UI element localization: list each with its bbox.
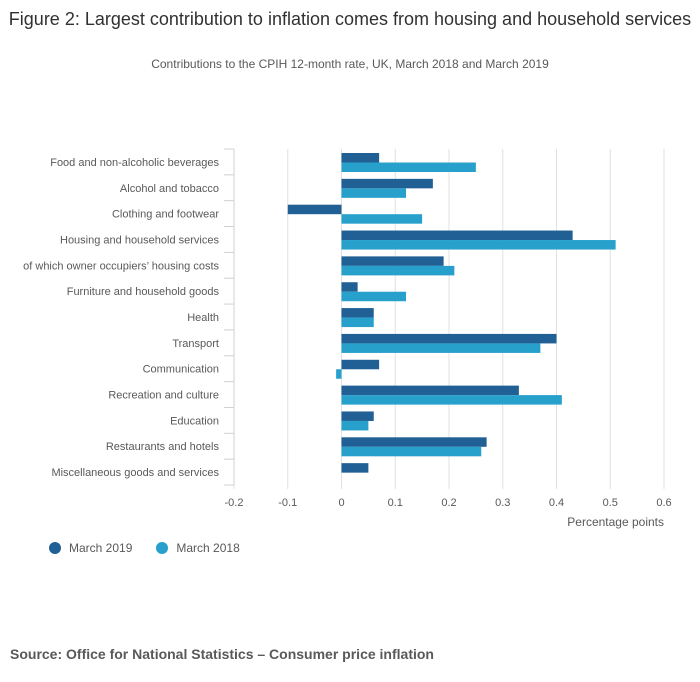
category-label: Communication	[143, 364, 219, 376]
bar[interactable]	[341, 230, 573, 241]
legend-swatch-march-2019	[49, 542, 61, 554]
legend-item-march-2019[interactable]: March 2019	[49, 541, 132, 555]
bar[interactable]	[341, 395, 562, 405]
bar[interactable]	[341, 333, 557, 344]
category-label: Restaurants and hotels	[106, 441, 220, 453]
category-label: Transport	[172, 338, 219, 350]
legend-label-march-2018: March 2018	[176, 541, 240, 555]
category-label: Food and non-alcoholic beverages	[50, 157, 219, 169]
x-tick-label: 0.3	[495, 497, 510, 509]
bar[interactable]	[341, 291, 407, 302]
x-tick-label: 0.2	[441, 497, 456, 509]
chart-subtitle: Contributions to the CPIH 12-month rate,…	[151, 57, 549, 71]
x-axis-title: Percentage points	[567, 515, 664, 529]
x-tick-label: 0.1	[388, 497, 403, 509]
bar[interactable]	[341, 385, 519, 396]
legend-swatch-march-2018	[156, 542, 169, 554]
category-label: Recreation and culture	[108, 390, 219, 402]
bar[interactable]	[341, 343, 541, 353]
bar[interactable]	[287, 204, 342, 215]
x-tick-label: 0.5	[603, 497, 618, 509]
bar[interactable]	[341, 420, 369, 431]
x-tick-label: 0.4	[549, 497, 564, 509]
category-label: Education	[170, 415, 219, 427]
category-label: of which owner occupiers’ housing costs	[23, 260, 219, 272]
bar[interactable]	[341, 265, 455, 276]
legend-label-march-2019: March 2019	[69, 541, 133, 555]
bar[interactable]	[341, 178, 433, 189]
bar[interactable]	[341, 153, 380, 163]
category-label: Alcohol and tobacco	[120, 183, 219, 195]
category-label: Housing and household services	[60, 234, 219, 246]
chart-title: Figure 2: Largest contribution to inflat…	[8, 9, 692, 29]
bar[interactable]	[341, 188, 407, 198]
category-label: Clothing and footwear	[112, 209, 219, 221]
category-label: Health	[187, 312, 219, 324]
bar[interactable]	[341, 162, 476, 173]
source-note: Source: Office for National Statistics –…	[10, 646, 434, 662]
bar[interactable]	[341, 317, 374, 328]
bar[interactable]	[341, 446, 482, 457]
bar[interactable]	[341, 437, 487, 447]
bar[interactable]	[341, 256, 444, 266]
bar[interactable]	[341, 240, 616, 250]
bar[interactable]	[341, 282, 358, 292]
bar[interactable]	[341, 359, 380, 370]
bar-chart: -0.2 -0.1 0 0.1 0.2 0.3 0.4 0.5 0.6 Food and non-…	[23, 148, 672, 529]
bar[interactable]	[341, 214, 423, 224]
category-label: Miscellaneous goods and services	[51, 467, 219, 479]
legend: March 2019 March 2018	[49, 541, 264, 555]
legend-item-march-2018[interactable]: March 2018	[156, 541, 240, 555]
bar[interactable]	[341, 411, 374, 421]
bar[interactable]	[341, 308, 374, 318]
x-tick-label: 0	[338, 497, 344, 509]
x-tick-label: 0.6	[656, 497, 671, 509]
bar[interactable]	[336, 369, 342, 379]
x-tick-label: -0.1	[278, 497, 297, 509]
x-tick-label: -0.2	[225, 497, 244, 509]
category-label: Furniture and household goods	[67, 286, 220, 298]
bar[interactable]	[341, 463, 369, 473]
